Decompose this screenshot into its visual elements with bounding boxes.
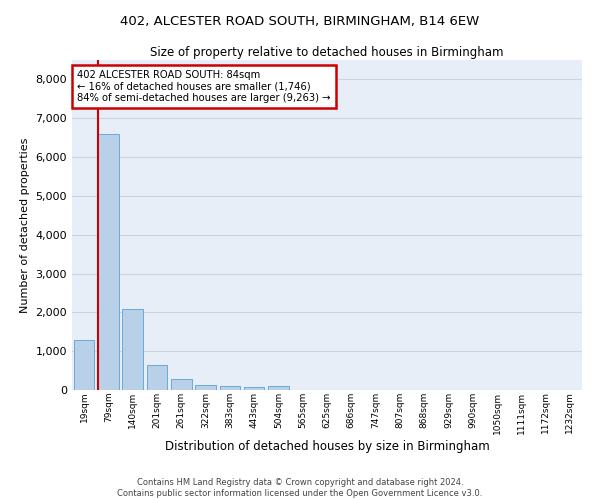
Bar	[122, 309, 143, 390]
Text: 402 ALCESTER ROAD SOUTH: 84sqm
← 16% of detached houses are smaller (1,746)
84% : 402 ALCESTER ROAD SOUTH: 84sqm ← 16% of …	[77, 70, 331, 103]
Bar	[74, 340, 94, 390]
Bar	[171, 379, 191, 390]
Bar	[146, 365, 167, 390]
Bar	[195, 384, 216, 390]
Bar	[244, 387, 265, 390]
Text: Contains HM Land Registry data © Crown copyright and database right 2024.
Contai: Contains HM Land Registry data © Crown c…	[118, 478, 482, 498]
Y-axis label: Number of detached properties: Number of detached properties	[20, 138, 30, 312]
Bar	[220, 386, 240, 390]
Title: Size of property relative to detached houses in Birmingham: Size of property relative to detached ho…	[150, 46, 504, 59]
Bar	[98, 134, 119, 390]
Bar	[268, 386, 289, 390]
X-axis label: Distribution of detached houses by size in Birmingham: Distribution of detached houses by size …	[164, 440, 490, 454]
Text: 402, ALCESTER ROAD SOUTH, BIRMINGHAM, B14 6EW: 402, ALCESTER ROAD SOUTH, BIRMINGHAM, B1…	[121, 15, 479, 28]
